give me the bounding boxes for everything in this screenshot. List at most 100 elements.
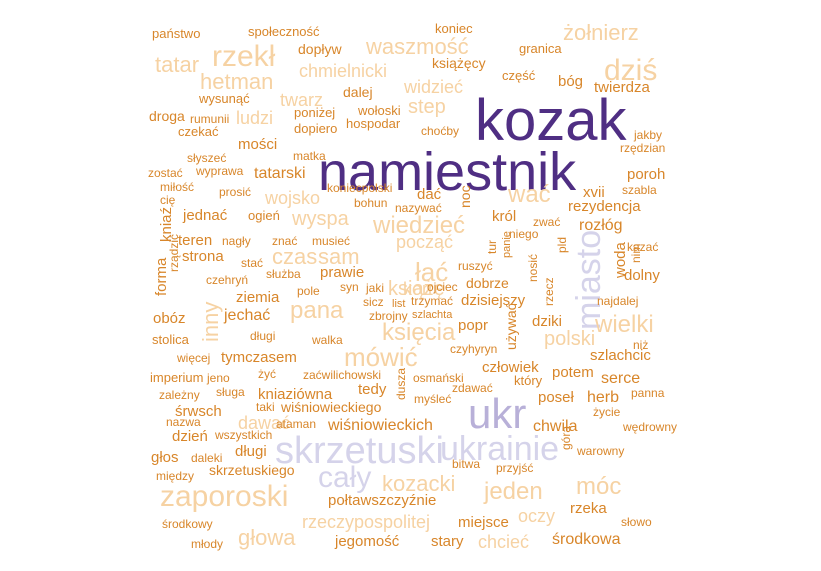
- word-174: skrzetuskiego: [209, 462, 295, 478]
- word-45: koniec: [435, 21, 473, 36]
- word-18: pana: [290, 297, 344, 324]
- word-69: tatarski: [254, 165, 306, 182]
- word-136: człowiek: [482, 359, 539, 376]
- word-126: popr: [458, 317, 488, 334]
- word-120: najdalej: [597, 294, 638, 308]
- word-68: zostać: [148, 166, 183, 180]
- word-57: rumunii: [190, 112, 229, 126]
- word-19: wielki: [594, 311, 654, 338]
- word-75: xvii: [583, 184, 605, 201]
- word-102: ruszyć: [458, 259, 493, 273]
- word-3: skrzetuski: [275, 430, 444, 472]
- word-14: tatar: [155, 52, 199, 77]
- word-64: matka: [293, 149, 326, 163]
- word-37: twarz: [280, 90, 323, 110]
- word-161: wiśniowieckich: [327, 417, 433, 434]
- word-46: dopływ: [298, 41, 342, 57]
- word-90: nagły: [222, 234, 251, 248]
- word-167: góra: [559, 426, 573, 450]
- word-160: ataman: [276, 417, 316, 431]
- word-74: prosić: [219, 185, 251, 199]
- word-56: droga: [149, 108, 185, 124]
- word-86: rozłóg: [579, 217, 623, 234]
- word-170: daleki: [191, 451, 222, 465]
- word-80: bohun: [354, 196, 387, 210]
- word-81: nazywać: [395, 201, 442, 215]
- word-65: rzędzian: [620, 141, 665, 155]
- word-25: sam: [318, 244, 360, 269]
- word-154: śrwsch: [175, 403, 222, 420]
- word-31: oczy: [518, 506, 555, 526]
- word-125: dziki: [532, 313, 562, 330]
- word-59: dopiero: [294, 121, 337, 136]
- word-182: stary: [431, 533, 464, 550]
- word-163: wędrowny: [622, 420, 677, 434]
- word-150: zdawać: [452, 381, 493, 395]
- word-123: jechać: [223, 307, 270, 324]
- word-155: taki: [256, 400, 275, 414]
- word-135: szlachcic: [590, 347, 651, 364]
- word-137: imperium: [150, 370, 203, 385]
- word-62: jakby: [633, 128, 662, 142]
- word-35: widzieć: [403, 77, 463, 97]
- word-172: przyjść: [496, 461, 533, 475]
- word-119: dzisiejszy: [461, 292, 526, 309]
- word-73: szabla: [622, 183, 657, 197]
- word-181: jegomość: [334, 533, 400, 550]
- word-132: niż: [633, 338, 648, 352]
- word-108: dolny: [624, 267, 660, 284]
- word-72: koniecpolski: [327, 181, 392, 195]
- word-140: zaćwilichowski: [303, 368, 381, 382]
- word-175: połtawszczyźnie: [328, 492, 436, 509]
- word-82: jednać: [182, 207, 228, 224]
- word-113: dobrze: [466, 275, 509, 291]
- word-92: musieć: [312, 234, 350, 248]
- word-36: ludzi: [236, 108, 273, 128]
- word-156: wiśniowieckiego: [280, 399, 382, 415]
- word-61: choćby: [421, 124, 459, 138]
- word-100: nim: [629, 244, 643, 263]
- word-44: społeczność: [248, 24, 320, 39]
- word-58: hospodar: [346, 116, 401, 131]
- word-20: kozacki: [382, 471, 455, 496]
- word-110: syn: [340, 280, 359, 294]
- word-12: żołnierz: [563, 20, 639, 45]
- word-139: żyć: [258, 367, 276, 381]
- word-142: potem: [552, 364, 594, 381]
- word-1: kozak: [475, 88, 628, 153]
- word-159: nazwa: [166, 415, 201, 429]
- word-171: bitwa: [452, 457, 480, 471]
- word-63: mości: [238, 136, 277, 153]
- word-114: rzecz: [542, 277, 556, 306]
- word-162: chwila: [533, 418, 578, 435]
- word-88: niego: [509, 227, 539, 241]
- word-47: granica: [519, 41, 562, 56]
- word-30: chcieć: [478, 532, 529, 552]
- word-152: poseł: [538, 389, 575, 406]
- word-133: więcej: [176, 351, 210, 365]
- word-67: wyprawa: [195, 164, 244, 178]
- word-127: używać: [503, 303, 519, 350]
- word-50: bóg: [558, 73, 583, 90]
- word-178: miejsce: [458, 514, 509, 531]
- word-6: miasto: [570, 230, 608, 330]
- word-26: inny: [198, 302, 223, 342]
- word-22: móc: [576, 473, 621, 500]
- word-124: zbrojny: [369, 309, 408, 323]
- word-183: środkowa: [552, 531, 621, 548]
- word-60: czekać: [178, 124, 219, 139]
- word-107: nosić: [526, 254, 540, 282]
- word-180: młody: [191, 537, 223, 551]
- word-130: walka: [311, 333, 343, 347]
- word-49: część: [502, 68, 536, 83]
- word-15: wać: [507, 181, 551, 208]
- word-48: książęcy: [432, 55, 486, 71]
- word-28: książę: [388, 278, 445, 300]
- word-144: który: [514, 373, 543, 388]
- word-169: głos: [151, 449, 179, 466]
- word-98: strona: [182, 248, 224, 265]
- word-117: list: [392, 298, 405, 310]
- word-27: polski: [544, 328, 595, 350]
- word-145: zależny: [159, 388, 200, 402]
